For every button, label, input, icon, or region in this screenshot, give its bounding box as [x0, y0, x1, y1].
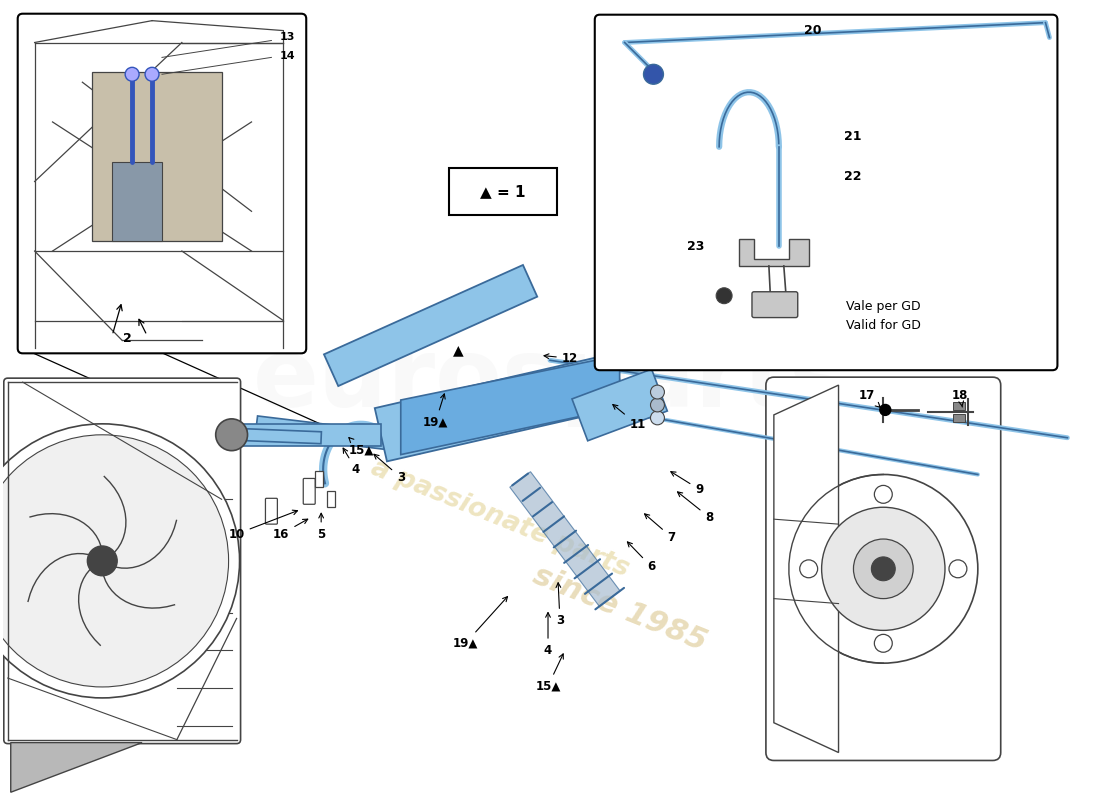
Text: Vale per GD
Valid for GD: Vale per GD Valid for GD — [846, 299, 921, 331]
Text: 15▲: 15▲ — [349, 438, 374, 456]
Text: 21: 21 — [844, 130, 861, 143]
Text: 10: 10 — [229, 510, 297, 541]
Text: 13: 13 — [279, 31, 295, 42]
Polygon shape — [222, 424, 381, 446]
Text: a passionate parts: a passionate parts — [367, 455, 634, 583]
Text: 15▲: 15▲ — [536, 654, 563, 693]
Text: 6: 6 — [627, 542, 656, 574]
Bar — [327, 491, 336, 507]
Circle shape — [216, 419, 248, 450]
Text: ▲: ▲ — [453, 343, 464, 358]
Text: since 1985: since 1985 — [529, 561, 711, 657]
Circle shape — [800, 560, 817, 578]
Circle shape — [87, 546, 118, 576]
Circle shape — [822, 507, 945, 630]
Text: ▲ = 1: ▲ = 1 — [480, 184, 526, 199]
Text: 16: 16 — [273, 519, 308, 541]
Bar — [316, 471, 323, 487]
Polygon shape — [375, 354, 626, 462]
Polygon shape — [509, 472, 620, 606]
Circle shape — [0, 424, 240, 698]
Circle shape — [871, 557, 895, 581]
Text: 8: 8 — [678, 492, 713, 524]
Polygon shape — [255, 416, 421, 454]
Text: 12: 12 — [544, 352, 578, 365]
Polygon shape — [92, 72, 222, 241]
Circle shape — [949, 560, 967, 578]
Text: 17: 17 — [858, 389, 880, 407]
Polygon shape — [246, 429, 321, 444]
Text: 19▲: 19▲ — [453, 597, 507, 650]
Text: 7: 7 — [645, 514, 675, 543]
Text: 19▲: 19▲ — [422, 394, 449, 428]
Circle shape — [854, 539, 913, 598]
Polygon shape — [572, 369, 668, 441]
Circle shape — [650, 411, 664, 425]
FancyBboxPatch shape — [3, 378, 241, 743]
FancyBboxPatch shape — [595, 14, 1057, 370]
Text: 9: 9 — [671, 472, 703, 496]
FancyBboxPatch shape — [752, 292, 798, 318]
FancyBboxPatch shape — [449, 168, 557, 215]
Text: eurosparts: eurosparts — [252, 334, 848, 426]
Circle shape — [0, 434, 229, 687]
Text: 3: 3 — [556, 582, 564, 627]
Text: 20: 20 — [804, 24, 822, 37]
Circle shape — [125, 67, 139, 82]
Polygon shape — [400, 355, 619, 454]
Polygon shape — [112, 162, 162, 241]
Polygon shape — [11, 742, 142, 792]
Polygon shape — [739, 239, 808, 266]
Circle shape — [789, 474, 978, 663]
Text: 3: 3 — [374, 454, 405, 484]
Text: 11: 11 — [613, 405, 646, 431]
Circle shape — [880, 405, 891, 415]
Circle shape — [650, 385, 664, 399]
Text: 23: 23 — [686, 239, 704, 253]
FancyBboxPatch shape — [766, 377, 1001, 761]
Bar — [953, 414, 965, 422]
FancyBboxPatch shape — [265, 498, 277, 524]
Circle shape — [650, 398, 664, 412]
Circle shape — [874, 634, 892, 652]
Bar — [953, 402, 965, 410]
Polygon shape — [324, 265, 537, 386]
Circle shape — [644, 64, 663, 84]
Text: 5: 5 — [317, 514, 326, 541]
Circle shape — [145, 67, 160, 82]
Text: 2: 2 — [123, 332, 132, 345]
Circle shape — [716, 288, 733, 304]
Polygon shape — [774, 385, 838, 753]
Circle shape — [874, 486, 892, 503]
Text: 4: 4 — [343, 448, 360, 476]
FancyBboxPatch shape — [304, 478, 316, 504]
Text: 4: 4 — [543, 613, 552, 657]
FancyBboxPatch shape — [18, 14, 306, 354]
Text: 22: 22 — [844, 170, 861, 183]
Text: 18: 18 — [952, 389, 968, 407]
Text: 14: 14 — [279, 51, 295, 62]
